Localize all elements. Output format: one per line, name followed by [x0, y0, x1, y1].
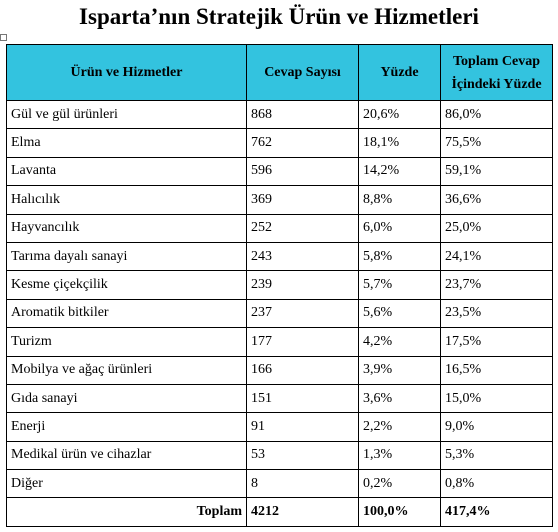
- header-cell: Yüzde: [358, 44, 441, 101]
- table-cell: 868: [246, 99, 359, 130]
- header-cell: Ürün ve Hizmetler: [6, 44, 247, 101]
- table-row: Mobilya ve ağaç ürünleri 166 3,9% 16,5%: [6, 355, 553, 385]
- table-cell: 16,5%: [440, 355, 553, 385]
- table-cell: 166: [246, 355, 359, 385]
- table-row: Lavanta 596 14,2% 59,1%: [6, 156, 553, 187]
- table-cell: 0,2%: [358, 469, 441, 499]
- table-cell: 177: [246, 327, 359, 357]
- table-cell: 23,5%: [440, 298, 553, 329]
- table-row: Tarıma dayalı sanayi 243 5,8% 24,1%: [6, 241, 553, 272]
- title: Isparta’nın Stratejik Ürün ve Hizmetleri: [79, 4, 479, 29]
- header-cell: Toplam Cevap İçindeki Yüzde: [440, 44, 553, 101]
- table-cell: 15,0%: [440, 383, 553, 414]
- table-cell: 3,6%: [358, 383, 441, 414]
- table-cell: 2,2%: [358, 412, 441, 442]
- table-cell: 239: [246, 270, 359, 300]
- table-cell: 25,0%: [440, 213, 553, 243]
- table-row: Halıcılık 369 8,8% 36,6%: [6, 185, 553, 215]
- table-cell: Aromatik bitkiler: [6, 298, 247, 329]
- table-cell: 762: [246, 128, 359, 158]
- total-cell: 100,0%: [358, 497, 441, 527]
- table-cell: 36,6%: [440, 185, 553, 215]
- table-row: Enerji 91 2,2% 9,0%: [6, 412, 553, 442]
- table-cell: 20,6%: [358, 99, 441, 130]
- table-cell: 75,5%: [440, 128, 553, 158]
- table-cell: 23,7%: [440, 270, 553, 300]
- table-cell: 6,0%: [358, 213, 441, 243]
- total-row: Toplam 4212 100,0% 417,4%: [6, 497, 553, 527]
- table-cell: Turizm: [6, 327, 247, 357]
- table-row: Gül ve gül ürünleri 868 20,6% 86,0%: [6, 99, 553, 130]
- table-cell: Elma: [6, 128, 247, 158]
- table-row: Gıda sanayi 151 3,6% 15,0%: [6, 383, 553, 414]
- table-row: Medikal ürün ve cihazlar 53 1,3% 5,3%: [6, 440, 553, 471]
- table-cell: 53: [246, 440, 359, 471]
- table-row: Diğer 8 0,2% 0,8%: [6, 469, 553, 499]
- table-cell: 91: [246, 412, 359, 442]
- table-cell: 9,0%: [440, 412, 553, 442]
- table-cell: 24,1%: [440, 241, 553, 272]
- table-cell: Gıda sanayi: [6, 383, 247, 414]
- table-cell: 59,1%: [440, 156, 553, 187]
- table-cell: 237: [246, 298, 359, 329]
- table-row: Kesme çiçekçilik 239 5,7% 23,7%: [6, 270, 553, 300]
- header-row: Ürün ve Hizmetler Cevap Sayısı Yüzde Toplam…: [6, 44, 553, 101]
- total-cell: 4212: [246, 497, 359, 527]
- table-cell: Mobilya ve ağaç ürünleri: [6, 355, 247, 385]
- table-handle[interactable]: [0, 34, 7, 41]
- table-cell: 86,0%: [440, 99, 553, 130]
- table-row: Aromatik bitkiler 237 5,6% 23,5%: [6, 298, 553, 329]
- table-cell: 17,5%: [440, 327, 553, 357]
- table-row: Hayvancılık 252 6,0% 25,0%: [6, 213, 553, 243]
- table-cell: Tarıma dayalı sanayi: [6, 241, 247, 272]
- table-cell: 243: [246, 241, 359, 272]
- table-cell: Lavanta: [6, 156, 247, 187]
- table-cell: 0,8%: [440, 469, 553, 499]
- table-cell: 5,6%: [358, 298, 441, 329]
- table-cell: Diğer: [6, 469, 247, 499]
- table-cell: Gül ve gül ürünleri: [6, 99, 247, 130]
- table-cell: 5,8%: [358, 241, 441, 272]
- table-row: Elma 762 18,1% 75,5%: [6, 128, 553, 158]
- header-cell: Cevap Sayısı: [246, 44, 359, 101]
- table-cell: Hayvancılık: [6, 213, 247, 243]
- table-cell: 8,8%: [358, 185, 441, 215]
- table-cell: 5,3%: [440, 440, 553, 471]
- table-cell: 252: [246, 213, 359, 243]
- table-cell: 1,3%: [358, 440, 441, 471]
- table-cell: 5,7%: [358, 270, 441, 300]
- table-cell: Medikal ürün ve cihazlar: [6, 440, 247, 471]
- table-row: Turizm 177 4,2% 17,5%: [6, 327, 553, 357]
- table-cell: 14,2%: [358, 156, 441, 187]
- table-body: Gül ve gül ürünleri 868 20,6% 86,0% Elma 762 1…: [6, 99, 553, 527]
- table-cell: 3,9%: [358, 355, 441, 385]
- table-cell: 151: [246, 383, 359, 414]
- table-cell: 596: [246, 156, 359, 187]
- table: Ürün ve Hizmetler Cevap Sayısı Yüzde Toplam…: [6, 44, 553, 527]
- table-cell: 8: [246, 469, 359, 499]
- table-cell: Kesme çiçekçilik: [6, 270, 247, 300]
- total-cell: 417,4%: [440, 497, 553, 527]
- total-cell: Toplam: [6, 497, 247, 527]
- table-cell: Halıcılık: [6, 185, 247, 215]
- table-cell: Enerji: [6, 412, 247, 442]
- table-cell: 369: [246, 185, 359, 215]
- table-cell: 4,2%: [358, 327, 441, 357]
- table-cell: 18,1%: [358, 128, 441, 158]
